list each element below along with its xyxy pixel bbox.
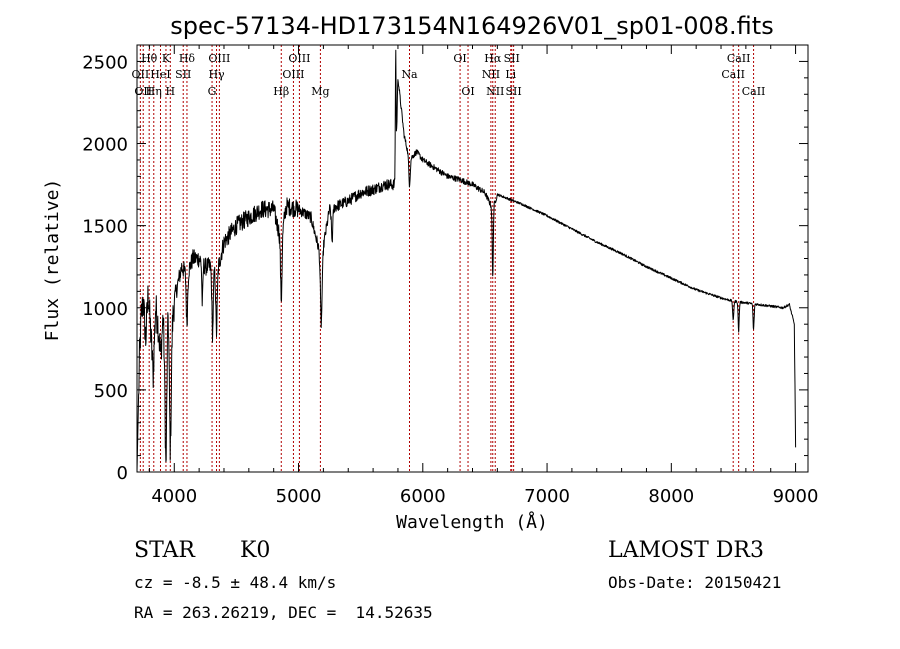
y-tick-label: 0 [117,463,128,484]
line-marker-label: Hγ [208,68,225,81]
line-marker-label: SII [504,52,520,65]
x-axis-label: Wavelength (Å) [396,511,548,533]
x-tick-label: 8000 [648,486,694,507]
line-marker-label: CaII [721,68,745,81]
line-marker-label: SII [506,85,522,98]
line-marker-label: NII [486,85,504,98]
line-marker-label: G [208,85,217,98]
y-tick-label: 2000 [82,135,128,156]
y-tick-label: 1500 [82,217,128,238]
y-tick-label: 1000 [82,299,128,320]
line-marker-label: Hη [146,85,162,98]
line-marker-label: CaII [742,85,766,98]
spectral-line-markers [139,45,755,472]
x-tick-label: 4000 [151,486,197,507]
line-marker-label: OIII [282,68,304,81]
x-tick-label: 5000 [276,486,322,507]
line-marker-label: NII [482,68,500,81]
x-axis: 4000 5000 6000 7000 8000 9000 [148,45,819,507]
line-marker-label: OI [461,85,474,98]
line-marker-label: OIII [208,52,230,65]
line-marker-label: H [166,85,176,98]
line-marker-label: K [162,52,171,65]
line-marker-label: Hα [484,52,502,65]
y-axis-label: Flux (relative) [42,179,63,342]
x-tick-label: 9000 [773,486,819,507]
line-marker-label: Mg [311,85,329,98]
line-marker-label: Na [401,68,418,81]
survey-name: LAMOST DR3 [608,538,764,563]
plot-frame [136,44,809,473]
line-marker-label: OII [131,68,149,81]
spectral-line-labels: OIIOIIHθHηHeIKHSIIHδGHγOIIIHβOIIIOIIIMgN… [131,52,765,98]
spectrum-line [136,49,797,473]
y-tick-label: 500 [94,381,128,402]
line-marker-label: HeI [150,68,170,81]
object-subclass: K0 [240,538,271,563]
observation-date: Obs-Date: 20150421 [608,573,782,592]
line-marker-label: Hδ [179,52,196,65]
line-marker-label: Li [505,68,516,81]
line-marker-label: OIII [288,52,310,65]
y-axis: 0 500 1000 1500 2000 2500 [82,52,808,484]
line-marker-label: Hβ [273,85,289,98]
line-marker-label: CaII [727,52,751,65]
line-marker-label: Hθ [141,52,158,65]
y-tick-label: 2500 [82,52,128,73]
x-tick-label: 6000 [400,486,446,507]
chart-title: spec-57134-HD173154N164926V01_sp01-008.f… [170,12,773,40]
line-marker-label: OI [453,52,466,65]
coordinates-readout: RA = 263.26219, DEC = 14.52635 [134,603,433,622]
line-marker-label: SII [175,68,191,81]
x-tick-label: 7000 [524,486,570,507]
velocity-readout: cz = -8.5 ± 48.4 km/s [134,573,337,592]
object-class: STAR [134,538,195,563]
